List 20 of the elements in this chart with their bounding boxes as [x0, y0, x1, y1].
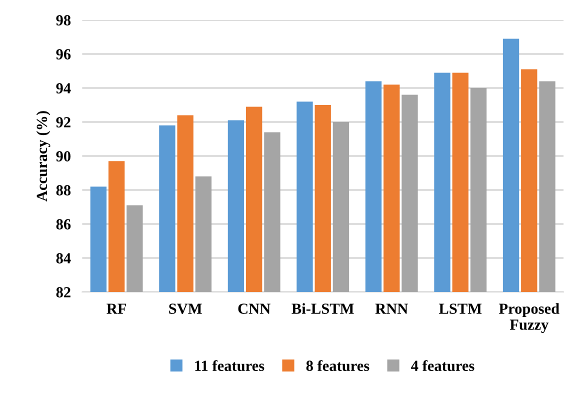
x-tick-label: CNN [238, 304, 270, 314]
legend-label: 11 features [195, 360, 264, 372]
x-tick-label: LSTM [438, 304, 482, 314]
y-tick-label: 84 [56, 253, 71, 264]
y-tick-label: 86 [56, 219, 71, 230]
y-tick-label: 82 [56, 287, 70, 298]
y-axis-title: Accuracy (%) [36, 111, 50, 202]
y-tick-label: 88 [56, 185, 71, 196]
y-tick-label: 92 [56, 117, 70, 128]
legend-label: 8 features [306, 360, 370, 372]
y-tick-label: 98 [56, 15, 71, 26]
y-tick-label: 96 [56, 49, 71, 60]
x-tick-label: RF [106, 304, 126, 314]
x-tick-label: RNN [375, 304, 408, 314]
x-tick-label: SVM [169, 304, 202, 314]
x-tick-label: Proposed Fuzzy [498, 303, 560, 333]
x-tick-label: Bi-LSTM [292, 303, 354, 314]
y-tick-label: 94 [56, 83, 71, 94]
legend-label: 4 features [411, 360, 474, 372]
y-tick-label: 90 [56, 151, 70, 162]
